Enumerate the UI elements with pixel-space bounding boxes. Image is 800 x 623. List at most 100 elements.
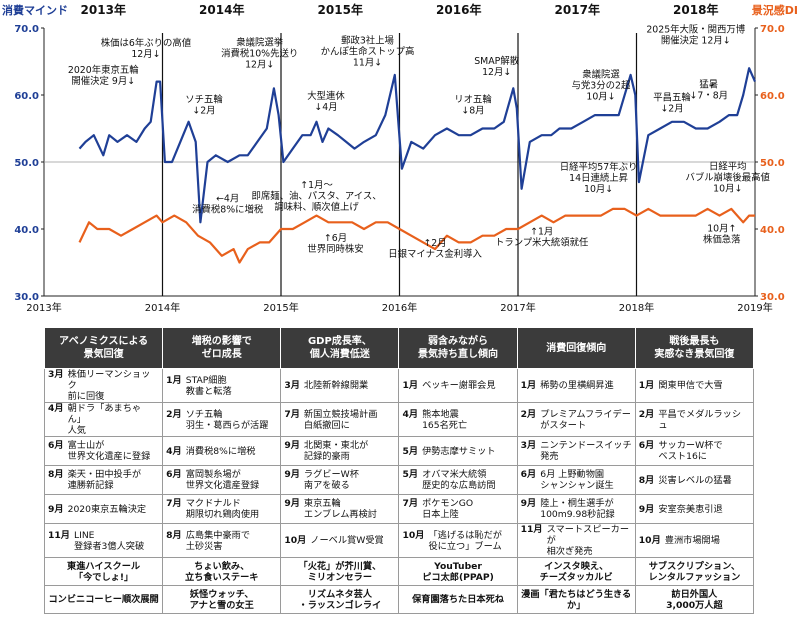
annotation-line: 平昌五輪 (653, 91, 691, 103)
table-cell: 8月 広島集中豪雨で 土砂災害 (162, 523, 282, 558)
y-tick-right: 60.0 (760, 91, 785, 102)
event-text: 楽天・田中投手が 連勝新記録 (67, 469, 142, 491)
event-text: 広島集中豪雨で 土砂災害 (185, 529, 251, 552)
annotation-line: トランプ米大統領就任 (495, 236, 588, 248)
annotation-line: 12月↓ (131, 49, 160, 60)
annotation-line: 10月↓ (713, 183, 742, 194)
event-month: 9月 (284, 498, 300, 509)
table-row: 11月 LINE 登録者3億人突破 8月 広島集中豪雨で 土砂災害 10月 ノーベル賞W受… (43, 523, 755, 558)
chart-annotation: 平昌五輪↓2月 (653, 91, 691, 114)
table-row: 8月 楽天・田中投手が 連勝新記録 6月 富岡製糸場が 世界文化遺産登録 9月 ラグビーW… (43, 465, 755, 495)
annotation-line: 12月↓ (482, 67, 511, 78)
annotation-line: 調味料、順次値上げ (274, 201, 359, 213)
trend-cell: 東進ハイスクール 「今でしょ!」 (43, 557, 164, 586)
event-text: ポケモンGO 日本上陸 (422, 498, 474, 520)
y-tick-right: 30.0 (760, 292, 785, 303)
table-cell: 8月 楽天・田中投手が 連勝新記録 (43, 465, 164, 495)
event-text: 富士山が 世界文化遺産に登録 (67, 440, 151, 462)
annotation-line: 株価急落 (703, 234, 741, 246)
event-text: 「逃げるは恥だが 役に立つ」ブーム (428, 529, 502, 552)
table-cell: 6月 6月 上野動物園 シャンシャン誕生 (516, 465, 636, 495)
trend-cell: サブスクリプション、 レンタルファッション (634, 557, 755, 586)
table-cell: 4月 朝ドラ「あまちゃん」 人気 (43, 402, 164, 437)
event-text: 新国立競技場計画 白紙撤回に (303, 408, 378, 431)
table-cell: 7月 マクドナルド 期限切れ鶏肉使用 (162, 494, 282, 524)
series-line-di (78, 207, 755, 264)
event-text: 北陸新幹線開業 (303, 380, 369, 391)
annotation-line: SMAP解散 (474, 55, 519, 67)
chart-annotation: 衆議院選与党3分の2超 10月↓ (572, 69, 631, 103)
y-tick-left: 70.0 (14, 24, 39, 35)
event-text: ノーベル賞W受賞 (310, 535, 384, 546)
event-text: 朝ドラ「あまちゃん」 人気 (67, 403, 142, 436)
annotation-line: 消費税8%に増税 (192, 204, 264, 216)
event-text: 稀勢の里横綱昇進 (540, 380, 614, 391)
annotation-line: 郵政3社上場 (341, 34, 394, 46)
event-month: 1月 (166, 374, 182, 386)
left-axis-title: 消費マインド (2, 4, 68, 17)
annotation-line: 世界同時株安 (307, 243, 363, 255)
event-text: ベッキー謝罪会見 (422, 380, 496, 391)
table-header-row: アベノミクスによる 景気回復 増税の影響で ゼロ成長 GDP成長率、 個人消費低迷弱… (43, 327, 755, 369)
event-month: 1月 (638, 380, 655, 391)
annotation-line: ↓8月 (461, 105, 484, 116)
table-cell: 6月 富岡製糸場が 世界文化遺産登録 (162, 465, 282, 495)
chart-annotation: 郵政3社上場かんぽ生命ストップ高 11月↓ (321, 34, 415, 68)
event-month: 6月 (520, 469, 537, 480)
y-tick-left: 30.0 (14, 292, 39, 303)
annotation-line: 10月↓ (586, 92, 615, 103)
annotation-line: 日経平均57年ぶり (560, 161, 638, 173)
trend-cell: 訪日外国人 3,000万人超 (634, 585, 755, 614)
table-cell: 2月 ソチ五輪 羽生・葛西らが活躍 (162, 402, 282, 437)
right-axis-title: 景況感DI (751, 4, 798, 17)
table-cell: 9月 安室奈美恵引退 (634, 494, 755, 524)
event-month: 9月 (284, 440, 300, 451)
table-cell: 10月 ノーベル賞W受賞 (280, 523, 400, 558)
table-cell: 10月 豊洲市場開場 (634, 523, 755, 558)
annotation-line: 株価は6年ぶりの高値 (101, 37, 191, 49)
x-tick-label: 2016年 (382, 301, 417, 314)
events-table: アベノミクスによる 景気回復 増税の影響で ゼロ成長 GDP成長率、 個人消費低迷弱… (43, 327, 755, 614)
event-month: 9月 (638, 503, 655, 515)
event-month: 5月 (402, 469, 419, 480)
annotation-line: 12月↓ (245, 59, 274, 70)
y-tick-right: 40.0 (760, 225, 785, 236)
table-cell: 1月 STAP細胞 教書と転落 (162, 368, 282, 403)
event-text: ニンテンドースイッチ 発売 (540, 440, 632, 462)
table-cell: 5月 オバマ米大統領 歴史的な広島訪問 (398, 465, 518, 495)
trend-cell: ちょい飲み、 立ち食いステーキ (162, 557, 282, 586)
table-cell: 9月 東京五輪 エンブレム再検討 (280, 494, 400, 524)
table-row: 6月 富士山が 世界文化遺産に登録 4月 消費税8%に増税 9月 北関東・東北が 記録的豪… (43, 436, 755, 466)
annotation-line: 2025年大阪・関西万博 (646, 24, 745, 36)
chart-annotation: 日経平均57年ぶり 14日連続上昇 10月↓ (560, 161, 638, 195)
table-cell: 1月 関東甲信で大雪 (634, 368, 755, 403)
annotation-line: ↓2月 (192, 105, 215, 116)
annotation-line: 消費税10%先送り (221, 47, 298, 59)
event-month: 9月 (520, 498, 537, 509)
top-year-label: 2016年 (436, 2, 481, 17)
table-row: 3月 株価リーマンショック 前に回復 1月 STAP細胞 教書と転落 3月 北陸新幹線開業… (43, 368, 755, 403)
y-tick-right: 70.0 (760, 24, 785, 35)
event-text: STAP細胞 教書と転落 (185, 374, 232, 397)
chart-annotation: 衆議院選挙消費税10%先送り 12月↓ (221, 36, 298, 70)
event-month: 6月 (166, 469, 182, 480)
trend-cell: YouTuber ピコ太郎(PPAP) (398, 557, 518, 586)
chart-annotation: ↑2月日銀マイナス金利導入 (388, 238, 482, 260)
annotation-line: 14日連続上昇 (569, 172, 628, 184)
table-cell: 9月 陸上・桐生選手が 100m9.98秒記録 (516, 494, 636, 524)
event-month: 4月 (48, 403, 64, 414)
trend-cell: インスタ映え、 チーズタッカルビ (516, 557, 636, 586)
line-chart: 30.0 30.0 40.0 40.0 50.0 50.0 60.0 60.0 70.0 70.0… (14, 2, 785, 314)
table-cell: 6月 富士山が 世界文化遺産に登録 (43, 436, 164, 466)
event-month: 5月 (402, 445, 419, 457)
chart-annotation: 株価は6年ぶりの高値 12月↓ (101, 37, 191, 60)
table-body: 3月 株価リーマンショック 前に回復 1月 STAP細胞 教書と転落 3月 北陸新幹線開業… (43, 368, 755, 614)
table-cell: 7月 ポケモンGO 日本上陸 (398, 494, 518, 524)
event-month: 7月 (402, 498, 419, 509)
y-tick-left: 40.0 (14, 225, 39, 236)
table-cell: 9月 北関東・東北が 記録的豪雨 (280, 436, 400, 466)
annotation-line: 開催決定 12月↓ (661, 35, 731, 47)
event-month: 2月 (638, 408, 655, 420)
event-month: 3月 (48, 369, 64, 380)
chart-annotation: ↑1月トランプ米大統領就任 (495, 226, 588, 248)
